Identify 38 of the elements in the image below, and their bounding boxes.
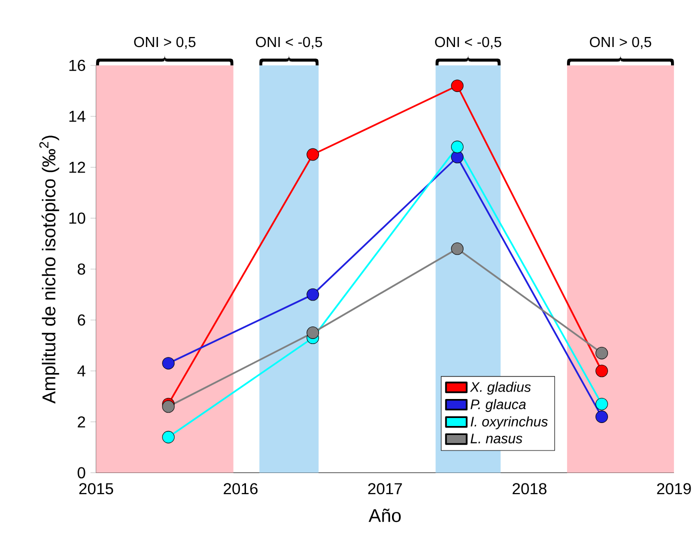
point <box>306 288 320 301</box>
band-label: ONI < -0,5 <box>435 36 502 49</box>
x-tick-label: 2017 <box>368 483 402 494</box>
x-axis-title: Año <box>368 508 401 522</box>
point <box>162 430 175 444</box>
y-tick-label: 16 <box>69 60 86 72</box>
y-axis-title: Amplitud de nicho isotópico (‰$^{2}$) <box>39 136 60 404</box>
point <box>451 80 464 92</box>
point <box>596 410 608 423</box>
y-tick-label: 14 <box>69 110 86 122</box>
x-tick-label: 2015 <box>79 483 114 494</box>
y-tick-label: 4 <box>77 365 86 376</box>
point <box>596 364 608 378</box>
point <box>162 357 175 370</box>
x-tick-label: 2019 <box>657 483 691 494</box>
point <box>162 400 175 413</box>
band-label: ONI < -0,5 <box>256 36 322 49</box>
legend-label: I. oxyrinchus <box>470 416 548 430</box>
y-tick-label: 6 <box>78 314 86 326</box>
point <box>306 326 320 339</box>
x-tick-label: 2018 <box>512 483 546 494</box>
legend-label: P. glauca <box>470 399 526 412</box>
point <box>451 242 464 255</box>
y-tick-label: 2 <box>78 416 86 428</box>
legend-label: L. nasus <box>470 434 522 444</box>
point <box>451 140 464 154</box>
legend-label: X. gladius <box>470 382 531 395</box>
band-label: ONI > 0,5 <box>590 36 652 49</box>
y-tick-label: 8 <box>78 263 86 275</box>
y-tick-label: 12 <box>69 162 86 173</box>
x-tick-label: 2016 <box>224 483 258 494</box>
point <box>596 346 608 360</box>
point <box>451 150 464 164</box>
band-label: ONI > 0,5 <box>134 36 196 49</box>
y-tick-label: 10 <box>69 212 86 224</box>
y-tick-label: 0 <box>78 467 86 478</box>
point <box>306 148 320 161</box>
point <box>596 398 608 410</box>
